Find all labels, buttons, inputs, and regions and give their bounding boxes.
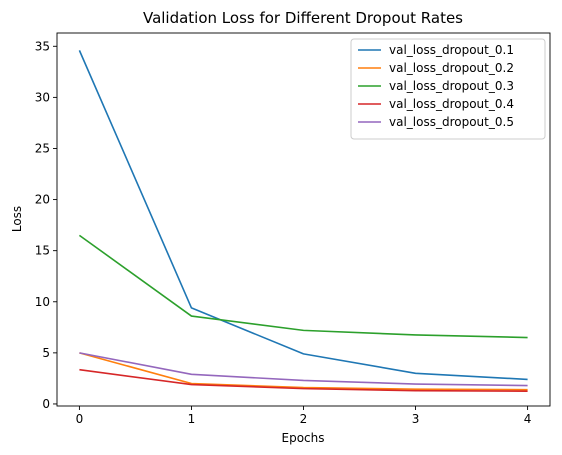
y-tick-label: 0 <box>42 397 50 411</box>
y-tick-label: 15 <box>35 244 50 258</box>
x-tick-label: 3 <box>412 412 420 426</box>
legend-box <box>350 38 546 140</box>
chart-title: Validation Loss for Different Dropout Ra… <box>143 9 463 27</box>
y-tick-label: 25 <box>35 141 50 155</box>
legend-label: val_loss_dropout_0.4 <box>389 97 514 111</box>
x-tick-label: 1 <box>188 412 196 426</box>
series-line-4 <box>79 368 528 392</box>
legend-label: val_loss_dropout_0.1 <box>389 43 514 57</box>
plot-area: 0 1 2 3 4 0 5 10 15 20 25 30 35 <box>35 32 551 426</box>
legend-label: val_loss_dropout_0.5 <box>389 115 514 129</box>
legend: val_loss_dropout_0.1 val_loss_dropout_0.2… <box>350 38 546 140</box>
series-line-5 <box>79 352 528 387</box>
x-tick-label: 4 <box>524 412 532 426</box>
x-tick-label: 0 <box>76 412 84 426</box>
legend-label: val_loss_dropout_0.3 <box>389 79 514 93</box>
y-tick-label: 35 <box>35 39 50 53</box>
y-axis-label: Loss <box>10 206 24 232</box>
series-line-1 <box>78 50 528 381</box>
series-line-3 <box>78 234 528 339</box>
y-tick-label: 5 <box>42 346 50 360</box>
y-tick-label: 30 <box>35 90 50 104</box>
x-tick-label: 2 <box>300 412 308 426</box>
y-tick-label: 20 <box>35 193 50 207</box>
y-tick-label: 10 <box>35 295 50 309</box>
x-axis-label: Epochs <box>282 431 325 445</box>
series-line-2 <box>79 352 528 391</box>
legend-label: val_loss_dropout_0.2 <box>389 61 514 75</box>
